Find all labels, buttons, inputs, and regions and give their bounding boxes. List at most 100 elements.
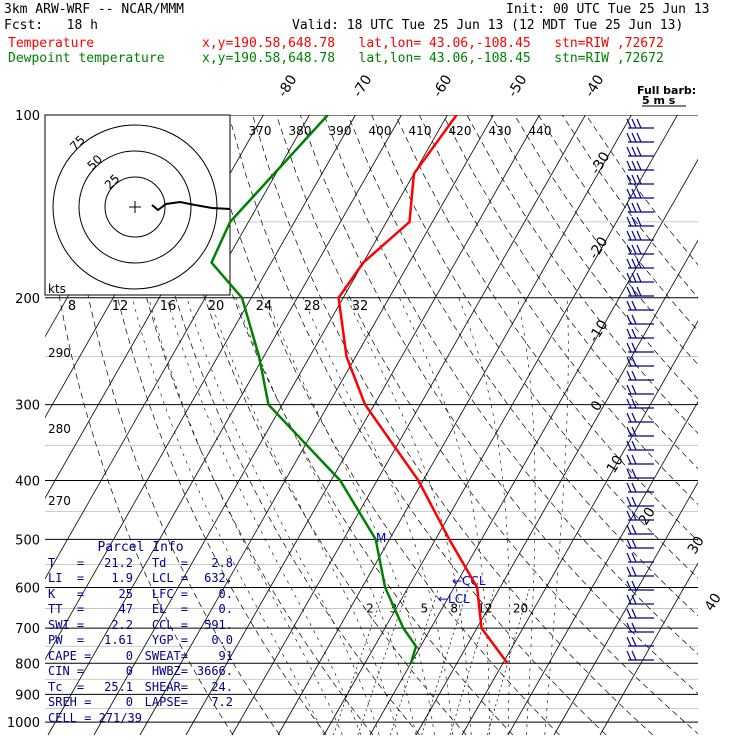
theta-e-label: 400 (369, 124, 392, 138)
model-title: 3km ARW-WRF -- NCAR/MMM (4, 2, 185, 17)
wind-barb-flag (626, 524, 632, 535)
theta-e-label: 380 (289, 124, 312, 138)
wind-barb-flag (631, 342, 637, 353)
theta-e-label: 430 (489, 124, 512, 138)
dry-adiabat (442, 115, 698, 470)
dry-adiabat (585, 115, 698, 266)
wind-barb-flag (626, 174, 632, 185)
wind-barb-flag (626, 510, 632, 521)
isotherm-label: -80 (275, 72, 301, 100)
wind-barb-flag (626, 342, 632, 353)
valid-time: Valid: 18 UTC Tue 25 Jun 13 (12 MDT Tue … (292, 18, 684, 33)
wind-barb-flag (626, 552, 632, 563)
isotherm-line (553, 481, 698, 736)
wind-barb-flag (631, 216, 637, 227)
theta-e-label: 420 (449, 124, 472, 138)
parcel-row: CIN = 0 HWBZ= 3666. (48, 664, 233, 678)
moist-adiabat (148, 297, 343, 736)
wind-barb-flag (631, 286, 637, 297)
dewpoint-profile (210, 115, 418, 664)
pressure-label: 600 (15, 581, 40, 596)
wind-barb-flag (636, 272, 642, 283)
moist-adiabat (235, 297, 417, 736)
wind-barb-flag (631, 258, 637, 269)
mixing-ratio-line (449, 587, 496, 736)
wind-barb-flag (631, 440, 637, 451)
wind-barb-flag (631, 356, 637, 367)
parcel-row: SREH = 0 LAPSE= 7.2 (48, 695, 233, 709)
moist-adiabat (346, 297, 472, 736)
isotherm-line (185, 115, 540, 736)
speed-scale-label: 24 (256, 299, 273, 314)
wind-barb-flag (626, 314, 632, 325)
dry-adiabat (395, 115, 698, 542)
wind-barb-flag (631, 566, 637, 577)
theta-e-label: 410 (409, 124, 432, 138)
dry-adiabat (514, 115, 698, 365)
mixing-ratio-line (487, 587, 531, 736)
isotherm-line (461, 320, 698, 736)
wind-barb-flag (631, 118, 637, 129)
wind-barb-flag (636, 216, 642, 227)
wind-barb-flag (636, 244, 642, 255)
wind-barb-flag (631, 370, 637, 381)
wind-barb-flag (626, 244, 632, 255)
isotherm-label: 10 (604, 453, 627, 477)
wind-barb-flag (626, 412, 632, 423)
wind-barb-flag (626, 160, 632, 171)
isotherm-line (415, 239, 698, 736)
moist-adiabat (302, 297, 454, 736)
parcel-row: PW = 1.61 YGP = 0.0 (48, 633, 233, 647)
wind-barb-flag (631, 510, 637, 521)
isotherm-label: -10 (586, 317, 612, 345)
parcel-info-title: Parcel Info (97, 540, 184, 555)
wind-barb-flag (626, 202, 632, 213)
wind-barb-flag (636, 188, 642, 199)
dry-adiabat (561, 115, 698, 299)
moist-adiabat (132, 297, 325, 736)
dry-adiabat (204, 115, 560, 736)
wind-barb-flag (626, 608, 632, 619)
wind-barb-flag (626, 566, 632, 577)
mixing-ratio-label: 12 (477, 601, 492, 615)
parcel-row: T = 21.2 Td = 2.8 (48, 555, 233, 570)
wind-barb-flag (631, 132, 637, 143)
moist-adiabat (544, 297, 569, 736)
isotherm-label: 0 (588, 398, 606, 414)
wind-barb-flag (631, 552, 637, 563)
ccl-marker: ←CCL (452, 574, 486, 588)
isotherm-line (599, 562, 698, 736)
wind-barb-flag (631, 622, 637, 633)
parcel-row: TT = 47 EL = 0. (48, 602, 233, 616)
barb-legend-unit: 5 m s (642, 94, 676, 107)
wind-barb-flag (631, 524, 637, 535)
pressure-label: 500 (15, 533, 40, 548)
pressure-label: 300 (15, 399, 40, 414)
pressure-label: 900 (15, 688, 40, 703)
isotherm-label: 40 (702, 591, 725, 615)
theta-label: 270 (48, 494, 71, 508)
isotherm-label: -20 (586, 234, 612, 262)
wind-barb-flag (626, 482, 632, 493)
temperature-location: x,y=190.58,648.78 lat,lon= 43.06,-108.45… (202, 36, 664, 51)
isotherm-label: -40 (582, 72, 608, 100)
parcel-row: K = 25 LFC = 0. (48, 586, 233, 601)
cell-motion: CELL = 271/39 (48, 710, 142, 725)
wind-barb-flag (626, 132, 632, 143)
wind-barb-flag (631, 230, 637, 241)
hodograph-ring (78, 150, 192, 264)
wind-barb-flag (631, 398, 637, 409)
wind-barb-flag (626, 230, 632, 241)
wind-barb-flag (631, 202, 637, 213)
wind-barb-flag (626, 636, 632, 647)
m-marker: M (376, 531, 386, 545)
hodograph-ring (104, 176, 166, 238)
temperature-legend: Temperature (8, 36, 95, 51)
pressure-label: 400 (15, 475, 40, 490)
parcel-row: Tc = 25.1 SHEAR= 24. (48, 679, 233, 694)
isotherm-line (277, 115, 632, 736)
wind-barb-flag (636, 160, 642, 171)
dry-adiabat (61, 115, 280, 736)
wind-barb-flag (631, 636, 637, 647)
